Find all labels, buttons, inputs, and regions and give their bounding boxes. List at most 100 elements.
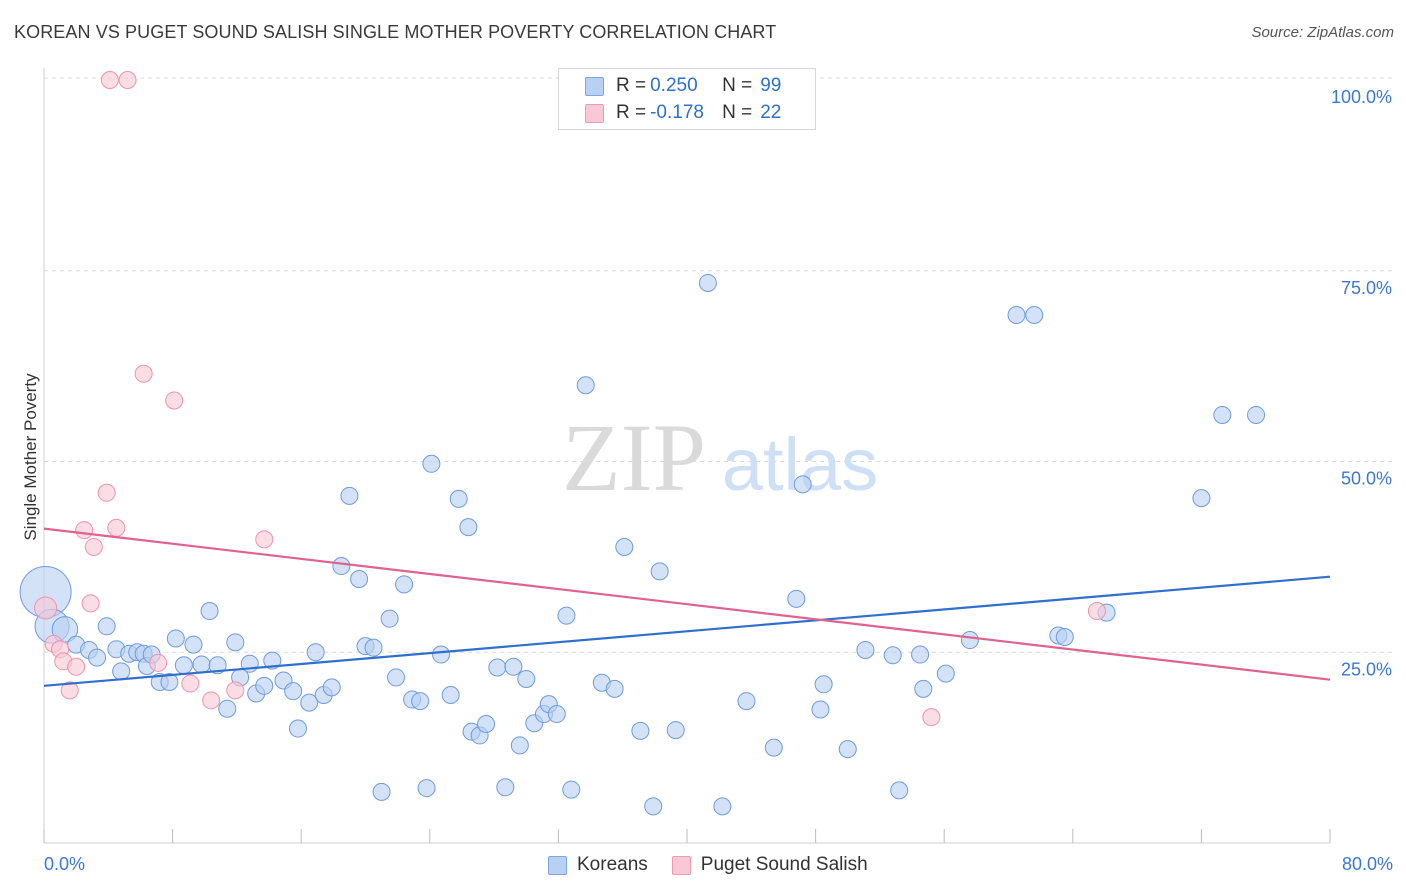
korean-point bbox=[504, 657, 523, 676]
legend-r-value: 0.250 bbox=[650, 75, 698, 96]
korean-point bbox=[883, 646, 902, 665]
korean-point bbox=[284, 682, 303, 701]
salish-point bbox=[60, 681, 79, 700]
korean-point bbox=[380, 609, 399, 628]
salish-point bbox=[181, 674, 200, 693]
korean-point bbox=[306, 643, 325, 662]
source-label: Source: ZipAtlas.com bbox=[1251, 24, 1394, 41]
legend-swatch-blue bbox=[585, 76, 604, 96]
salish-point bbox=[97, 483, 116, 502]
korean-trendline bbox=[43, 575, 1331, 687]
korean-point bbox=[911, 645, 930, 664]
korean-point bbox=[615, 537, 634, 556]
legend-n-label: N = bbox=[722, 75, 753, 96]
korean-point bbox=[332, 557, 351, 576]
korean-point bbox=[644, 797, 663, 816]
korean-point bbox=[200, 602, 219, 621]
trend-layer bbox=[43, 527, 1331, 687]
series-legend: Koreans Puget Sound Salish bbox=[548, 852, 892, 878]
korean-point bbox=[395, 575, 414, 594]
korean-point bbox=[737, 692, 756, 711]
korean-point bbox=[300, 693, 319, 712]
salish-point bbox=[165, 391, 184, 410]
korean-point bbox=[88, 648, 107, 667]
salish-point bbox=[134, 364, 153, 383]
salish-point bbox=[922, 708, 941, 727]
salish-point bbox=[67, 657, 86, 676]
watermark: ZIP atlas bbox=[562, 404, 878, 511]
korean-point bbox=[477, 714, 496, 733]
korean-point bbox=[350, 570, 369, 589]
korean-point bbox=[387, 668, 406, 687]
y-axis-label: Single Mother Poverty bbox=[21, 373, 40, 541]
points-layer bbox=[19, 71, 1266, 816]
watermark-zip: ZIP bbox=[562, 404, 706, 511]
legend-r-label: R = bbox=[616, 75, 647, 96]
korean-point bbox=[838, 740, 857, 759]
korean-point bbox=[208, 656, 227, 675]
legend-label-koreans: Koreans bbox=[577, 854, 648, 875]
korean-point bbox=[856, 640, 875, 659]
legend-row-salish: R = -0.178 N = 22 bbox=[585, 100, 781, 126]
korean-point bbox=[112, 662, 131, 681]
y-tick-label: 25.0% bbox=[1341, 659, 1392, 679]
watermark-atlas: atlas bbox=[722, 423, 878, 506]
korean-point bbox=[562, 780, 581, 799]
legend-label-salish: Puget Sound Salish bbox=[700, 854, 868, 875]
axis-layer: 25.0% 50.0% 75.0% 100.0% 0.0% 80.0% bbox=[43, 68, 1393, 874]
korean-point bbox=[517, 669, 536, 688]
korean-point bbox=[1247, 405, 1266, 424]
legend-n-value: 99 bbox=[760, 75, 782, 96]
korean-point bbox=[698, 273, 717, 292]
salish-point bbox=[149, 653, 168, 672]
korean-point bbox=[631, 721, 650, 740]
salish-point bbox=[75, 521, 94, 540]
salish-point bbox=[34, 596, 58, 620]
stats-legend: R = 0.250 N = 99 R = -0.178 N = 22 bbox=[558, 68, 816, 130]
legend-r-value: -0.178 bbox=[650, 102, 704, 123]
salish-point bbox=[107, 518, 126, 537]
korean-point bbox=[1192, 489, 1211, 508]
korean-point bbox=[255, 676, 274, 695]
korean-point bbox=[226, 633, 245, 652]
korean-point bbox=[557, 606, 576, 625]
legend-item-koreans[interactable]: Koreans bbox=[548, 854, 648, 876]
y-tick-label: 75.0% bbox=[1341, 278, 1392, 298]
korean-point bbox=[890, 781, 909, 800]
korean-point bbox=[713, 797, 732, 816]
korean-point bbox=[449, 489, 468, 508]
korean-point bbox=[814, 675, 833, 694]
salish-point bbox=[1087, 602, 1106, 621]
korean-point bbox=[160, 673, 179, 692]
korean-point bbox=[166, 629, 185, 648]
x-tick-label: 0.0% bbox=[44, 854, 85, 874]
salish-trendline bbox=[43, 527, 1331, 681]
korean-point bbox=[441, 685, 460, 704]
legend-item-salish[interactable]: Puget Sound Salish bbox=[671, 854, 868, 876]
korean-point bbox=[650, 562, 669, 581]
korean-point bbox=[666, 721, 685, 740]
korean-point bbox=[97, 617, 116, 636]
korean-point bbox=[488, 658, 507, 677]
korean-point bbox=[288, 719, 307, 738]
korean-point bbox=[432, 645, 451, 664]
korean-point bbox=[1025, 306, 1044, 325]
korean-point bbox=[340, 486, 359, 505]
korean-point bbox=[496, 778, 515, 797]
legend-swatch-pink bbox=[585, 103, 604, 123]
legend-swatch-koreans bbox=[548, 855, 567, 875]
salish-point bbox=[81, 594, 100, 613]
korean-point bbox=[184, 635, 203, 654]
korean-point bbox=[372, 782, 391, 801]
legend-r-label: R = bbox=[616, 102, 647, 123]
korean-point bbox=[576, 376, 595, 395]
korean-point bbox=[263, 651, 282, 670]
korean-point bbox=[422, 454, 441, 473]
korean-point bbox=[510, 736, 529, 755]
korean-point bbox=[936, 664, 955, 683]
korean-point bbox=[218, 699, 237, 718]
legend-n-label: N = bbox=[722, 102, 753, 123]
salish-point bbox=[226, 681, 245, 700]
salish-point bbox=[255, 530, 274, 549]
